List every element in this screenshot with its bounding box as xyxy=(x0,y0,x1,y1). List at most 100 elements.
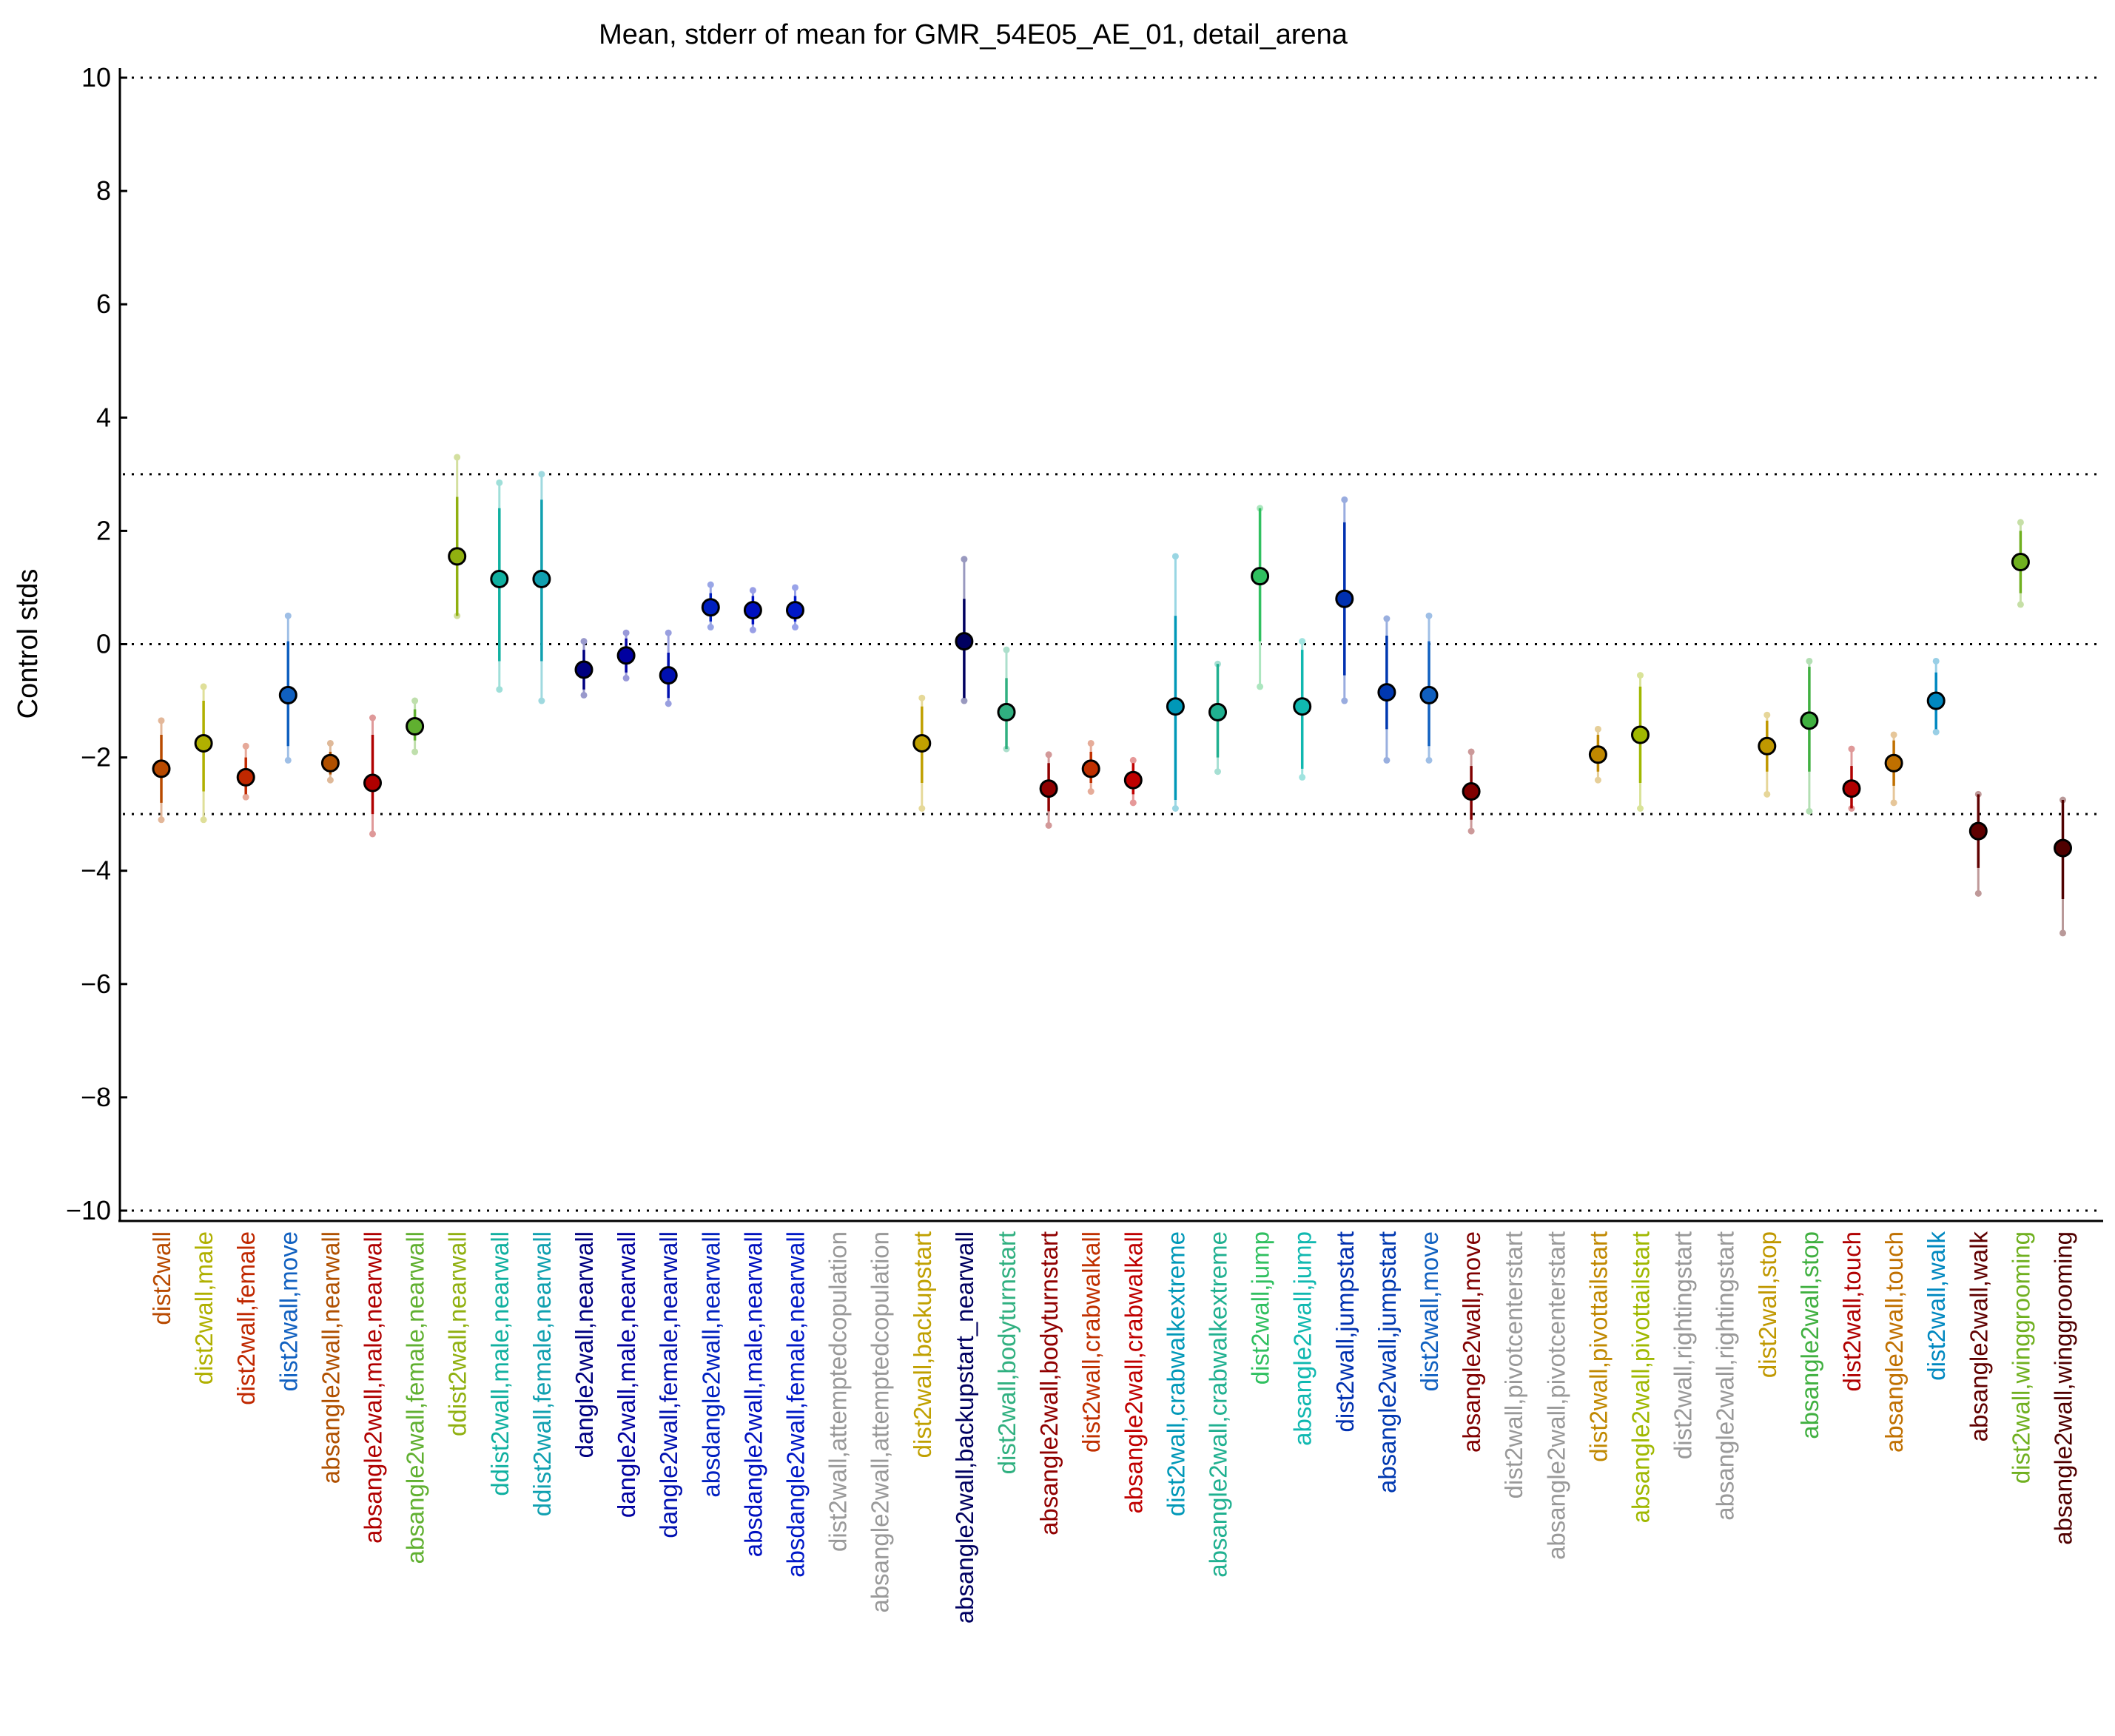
x-tick-label: dist2wall,stop xyxy=(1754,1231,1781,1378)
mean-marker xyxy=(1926,691,1946,710)
x-tick-label: absangle2wall,pivottailstart xyxy=(1627,1231,1655,1523)
extent-low-dot xyxy=(2017,601,2024,608)
x-tick-label: dist2wall,female xyxy=(232,1231,260,1405)
extent-low-dot xyxy=(1045,821,1052,829)
extent-low-dot xyxy=(1890,799,1897,807)
data-point xyxy=(2054,796,2072,937)
extent-high-dot xyxy=(200,683,207,690)
mean-marker xyxy=(1462,782,1481,801)
x-tick-label: dist2wall,pivotcenterstart xyxy=(1500,1231,1527,1498)
extent-high-dot xyxy=(1425,612,1433,619)
extent-high-dot xyxy=(454,454,461,461)
data-point xyxy=(1842,745,1861,812)
extent-low-dot xyxy=(284,756,292,764)
mean-marker xyxy=(194,733,213,753)
extent-high-dot xyxy=(326,739,334,747)
x-tick-label: dist2wall,pivottailstart xyxy=(1584,1231,1612,1462)
mean-marker xyxy=(1335,589,1354,608)
x-tick-label: dist2wall,move xyxy=(275,1231,302,1391)
y-tick-label: −10 xyxy=(66,1195,111,1225)
data-point xyxy=(1335,496,1354,704)
data-point xyxy=(659,629,678,707)
x-tick-label: absangle2wall,female,nearwall xyxy=(402,1231,429,1564)
y-tick-label: 2 xyxy=(96,515,111,545)
extent-low-dot xyxy=(792,624,798,631)
mean-marker xyxy=(1884,753,1903,773)
data-point xyxy=(1419,612,1439,764)
x-tick-label: ddist2wall,nearwall xyxy=(444,1231,471,1436)
data-point xyxy=(574,638,594,699)
extent-low-dot xyxy=(1171,804,1179,812)
x-tick-label: dist2wall,crabwalkextreme xyxy=(1162,1231,1189,1516)
data-point xyxy=(616,629,636,682)
x-tick-label: absdangle2wall,male,nearwall xyxy=(739,1231,767,1557)
extent-low-dot xyxy=(369,830,376,838)
extent-high-dot xyxy=(792,584,798,591)
x-tick-label: dist2wall,touch xyxy=(1838,1231,1866,1391)
extent-high-dot xyxy=(1045,751,1052,758)
extent-low-dot xyxy=(538,697,545,704)
data-point xyxy=(1968,790,1988,897)
extent-high-dot xyxy=(1594,725,1601,733)
mean-marker xyxy=(1377,683,1396,702)
y-tick-label: −8 xyxy=(81,1082,111,1112)
extent-low-dot xyxy=(1637,804,1644,812)
x-tick-label: dangle2wall,nearwall xyxy=(571,1231,598,1458)
extent-high-dot xyxy=(665,629,672,636)
data-point xyxy=(912,694,932,812)
x-tick-label: dist2wall,rightingstart xyxy=(1670,1231,1697,1459)
x-tick-label: absangle2wall,jumpstart xyxy=(1373,1231,1401,1493)
mean-marker xyxy=(1081,759,1100,778)
extent-high-dot xyxy=(1299,638,1306,645)
data-point xyxy=(406,697,425,756)
x-tick-label: dist2wall xyxy=(148,1231,175,1325)
extent-high-dot xyxy=(918,694,926,702)
extent-low-dot xyxy=(749,626,756,633)
extent-high-dot xyxy=(496,479,503,486)
data-point xyxy=(1208,660,1227,776)
x-tick-label: dangle2wall,male,nearwall xyxy=(613,1231,640,1518)
extent-low-dot xyxy=(1467,827,1475,835)
extent-low-dot xyxy=(1594,776,1601,784)
data-point xyxy=(278,612,297,764)
mean-marker xyxy=(448,547,467,566)
extent-low-dot xyxy=(707,624,714,631)
x-tick-label: dist2wall,walk xyxy=(1923,1231,1950,1381)
mean-marker xyxy=(490,569,509,588)
extent-low-dot xyxy=(580,691,588,699)
x-tick-label: absangle2wall,backupstart_nearwall xyxy=(951,1231,978,1624)
data-point xyxy=(1377,615,1396,764)
extent-high-dot xyxy=(622,629,630,636)
data-point xyxy=(1293,638,1312,781)
x-tick-label: absangle2wall,bodyturnstart xyxy=(1035,1231,1063,1535)
reference-lines xyxy=(123,76,2103,1212)
data-point xyxy=(701,581,720,631)
extent-high-dot xyxy=(1341,496,1348,503)
data-point xyxy=(194,683,213,824)
mean-marker xyxy=(320,753,340,773)
mean-marker xyxy=(2054,838,2072,858)
y-tick-label: 6 xyxy=(96,289,111,319)
data-point xyxy=(236,742,255,801)
data-point xyxy=(997,646,1016,753)
mean-marker xyxy=(278,685,297,704)
extent-high-dot xyxy=(242,742,249,750)
extent-low-dot xyxy=(326,776,334,784)
data-point xyxy=(490,479,509,693)
x-tick-label: dist2wall,backupstart xyxy=(909,1231,936,1458)
extent-high-dot xyxy=(1003,646,1010,653)
extent-low-dot xyxy=(496,686,503,693)
extent-low-dot xyxy=(1806,807,1813,815)
extent-low-dot xyxy=(1763,790,1771,798)
extent-low-dot xyxy=(1341,697,1348,704)
extent-high-dot xyxy=(1129,756,1137,764)
mean-marker xyxy=(616,646,636,665)
data-point xyxy=(1081,739,1100,795)
extent-low-dot xyxy=(1425,756,1433,764)
x-tick-label: absdangle2wall,nearwall xyxy=(697,1231,724,1498)
data-point xyxy=(786,584,804,631)
x-tick-label: absangle2wall,touch xyxy=(1880,1231,1908,1453)
x-tick-label: dist2wall,attemptedcopulation xyxy=(824,1231,852,1552)
y-tick-label: −4 xyxy=(81,855,111,886)
